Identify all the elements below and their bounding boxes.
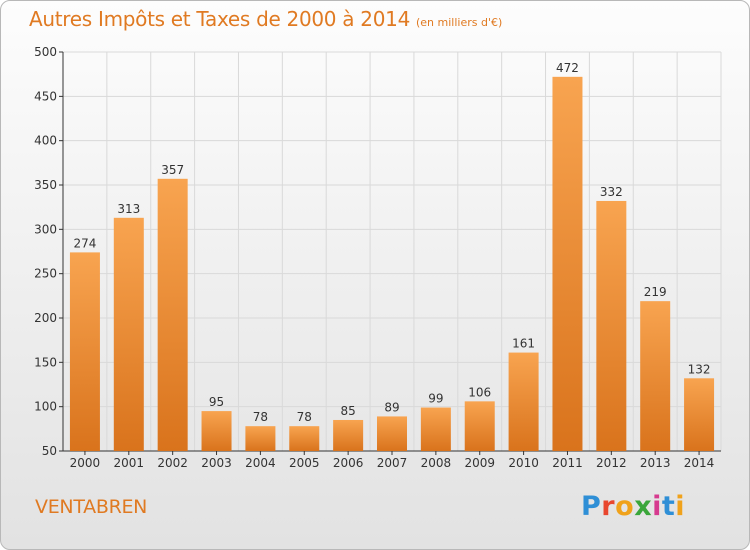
data-label: 132: [688, 362, 711, 376]
y-tick-label: 350: [34, 178, 57, 192]
x-tick-label: 2007: [377, 456, 408, 470]
x-tick-label: 2011: [552, 456, 583, 470]
bars: [69, 76, 715, 452]
data-label: 95: [209, 395, 224, 409]
logo-letter: x: [634, 491, 653, 522]
bar: [377, 416, 407, 451]
data-label: 332: [600, 185, 623, 199]
x-tick-label: 2013: [640, 456, 671, 470]
bar: [245, 426, 276, 451]
proxiti-logo[interactable]: Proxiti: [581, 491, 685, 522]
x-tick-label: 2001: [114, 456, 145, 470]
data-label: 472: [556, 61, 579, 75]
y-tick-label: 300: [34, 222, 57, 236]
x-tick-label: 2009: [464, 456, 495, 470]
logo-letter: r: [601, 491, 616, 522]
bar: [420, 407, 451, 451]
y-tick-label: 250: [34, 267, 57, 281]
logo-letter: P: [581, 491, 602, 522]
data-label: 85: [340, 404, 355, 418]
x-tick-label: 2005: [289, 456, 320, 470]
logo-letter: i: [652, 491, 662, 522]
bar: [333, 419, 364, 451]
y-tick-label: 100: [34, 400, 57, 414]
town-name: VENTABREN: [35, 496, 148, 518]
x-tick-label: 2003: [201, 456, 232, 470]
bar: [596, 200, 627, 451]
x-tick-label: 2010: [508, 456, 539, 470]
logo-letter: t: [661, 491, 676, 522]
chart-title: Autres Impôts et Taxes de 2000 à 2014 (en…: [29, 7, 502, 31]
data-labels: 274 313 357 95 78 78 85 89 99 106 161 472 332 219 132: [73, 61, 710, 424]
data-label: 161: [512, 337, 535, 351]
bar: [289, 426, 320, 451]
bar: [684, 378, 715, 451]
y-tick-label: 150: [34, 355, 57, 369]
data-label: 357: [161, 163, 184, 177]
x-tick-label: 2008: [421, 456, 452, 470]
bar: [464, 401, 495, 451]
data-label: 274: [73, 236, 96, 250]
bar: [201, 411, 232, 451]
title-text: Autres Impôts et Taxes de 2000 à 2014: [29, 7, 410, 31]
bar: [640, 301, 671, 451]
data-label: 313: [117, 202, 140, 216]
logo-letter: o: [615, 491, 635, 522]
y-tick-label: 400: [34, 134, 57, 148]
x-tick-label: 2004: [245, 456, 276, 470]
y-tick-label: 200: [34, 311, 57, 325]
data-label: 89: [384, 400, 399, 414]
y-tick-label: 500: [34, 45, 57, 59]
data-label: 106: [468, 385, 491, 399]
x-tick-label: 2002: [157, 456, 188, 470]
x-tick-label: 2000: [70, 456, 101, 470]
x-tick-label: 2006: [333, 456, 364, 470]
tick-labels: 50 100 150 200 250 300 350 400 450 500 2000 2001 200…: [34, 45, 714, 470]
title-unit: (en milliers d'€): [416, 16, 503, 29]
data-label: 219: [644, 285, 667, 299]
bar: [157, 178, 188, 451]
x-tick-label: 2014: [684, 456, 715, 470]
data-label: 78: [253, 410, 268, 424]
data-label: 78: [297, 410, 312, 424]
x-tick-label: 2012: [596, 456, 627, 470]
bar: [552, 76, 583, 452]
y-tick-label: 50: [42, 444, 57, 458]
bar: [69, 252, 100, 451]
logo-letter: i: [675, 491, 686, 522]
bar: [508, 352, 539, 451]
y-tick-label: 450: [34, 89, 57, 103]
data-label: 99: [428, 392, 443, 406]
bar: [113, 217, 144, 451]
